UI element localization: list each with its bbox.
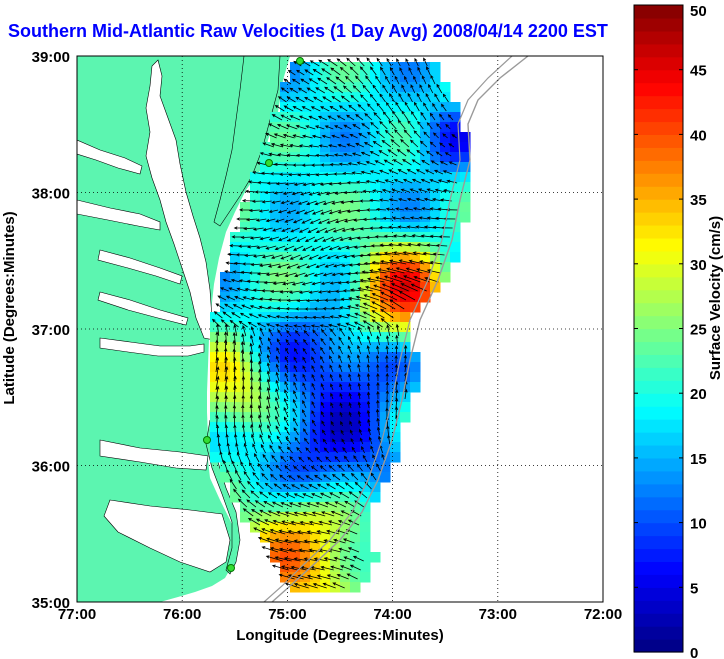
x-axis-label: Longitude (Degrees:Minutes) xyxy=(236,627,444,644)
river-york xyxy=(97,291,189,326)
colorbar-tick-label: 40 xyxy=(690,127,707,144)
colorbar-segment xyxy=(634,328,683,343)
colorbar-segment xyxy=(634,108,683,123)
colorbar-segment xyxy=(634,367,683,381)
x-tick-label: 72:00 xyxy=(584,606,622,623)
colorbar-segment xyxy=(634,457,683,472)
colorbar-tick-label: 30 xyxy=(690,257,707,274)
colorbar-segment xyxy=(634,548,683,563)
colorbar-segment xyxy=(634,95,683,110)
colorbar-segment xyxy=(634,600,683,614)
y-axis-label: Latitude (Degrees:Minutes) xyxy=(1,211,18,404)
river-james xyxy=(99,337,205,357)
x-tick-label: 75:00 xyxy=(268,606,306,623)
colorbar-segment xyxy=(634,470,683,485)
delmarva-peninsula xyxy=(213,56,281,227)
colorbar-segment xyxy=(634,561,683,575)
colorbar-segment xyxy=(634,30,683,45)
radar-site-icon xyxy=(227,564,235,572)
colorbar-tick-label: 35 xyxy=(690,192,707,209)
y-tick-label: 35:00 xyxy=(32,595,70,612)
colorbar-segment xyxy=(634,496,683,511)
colorbar-segment xyxy=(634,289,683,304)
colorbar-tick-label: 15 xyxy=(690,451,707,468)
map-grid xyxy=(77,56,603,602)
colorbar-segment xyxy=(634,121,683,135)
river-potomac xyxy=(77,199,161,231)
colorbar-segment xyxy=(634,302,683,317)
colorbar-segment xyxy=(634,509,683,524)
colorbar-segment xyxy=(634,276,683,291)
colorbar-segment xyxy=(634,535,683,550)
y-tick-label: 36:00 xyxy=(32,459,70,476)
colorbar-segment xyxy=(634,406,683,420)
pamlico-sound xyxy=(103,499,231,573)
colorbar-segment xyxy=(634,56,683,71)
colorbar-segment xyxy=(634,5,683,19)
shelf-contour-inner xyxy=(263,56,513,602)
colorbar-segment xyxy=(634,354,683,368)
colorbar-tick-label: 0 xyxy=(690,645,698,659)
colorbar-segment xyxy=(634,639,683,653)
colorbar-tick-label: 50 xyxy=(690,3,707,20)
colorbar-segment xyxy=(634,69,683,84)
colorbar-segment xyxy=(634,160,683,174)
colorbar-tick-label: 25 xyxy=(690,322,707,339)
colorbar-segment xyxy=(634,626,683,640)
bay-north xyxy=(77,139,143,175)
colorbar-segment xyxy=(634,419,683,433)
colorbar-segment xyxy=(634,186,683,200)
colorbar-segment xyxy=(634,173,683,187)
colorbar-segment xyxy=(634,199,683,213)
colorbar-segment xyxy=(634,147,683,161)
colorbar-segment xyxy=(634,237,683,252)
colorbar-segment xyxy=(634,444,683,459)
shelf-contour-outer xyxy=(271,56,529,602)
colorbar-segment xyxy=(634,263,683,278)
colorbar-segment xyxy=(634,587,683,601)
colorbar-segment xyxy=(634,380,683,394)
colorbar-segment xyxy=(634,17,683,32)
radar-site-icon xyxy=(265,159,273,167)
colorbar xyxy=(634,5,683,653)
colorbar-segment xyxy=(634,315,683,330)
y-axis-ticks: 39:00 38:00 37:00 36:00 35:00 xyxy=(32,49,70,612)
colorbar-segment xyxy=(634,483,683,498)
x-tick-label: 76:00 xyxy=(163,606,201,623)
y-tick-label: 37:00 xyxy=(32,322,70,339)
river-rappahannock xyxy=(97,249,183,285)
x-tick-label: 74:00 xyxy=(373,606,411,623)
colorbar-segment xyxy=(634,613,683,627)
velocity-field xyxy=(210,57,471,593)
colorbar-segment xyxy=(634,522,683,537)
chesapeake-bay xyxy=(145,59,215,341)
colorbar-segment xyxy=(634,212,683,226)
x-tick-label: 73:00 xyxy=(479,606,517,623)
colorbar-segment xyxy=(634,43,683,58)
colorbar-tick-label: 5 xyxy=(690,580,698,597)
albemarle-sound xyxy=(99,439,209,471)
colorbar-segment xyxy=(634,341,683,355)
radar-site-icon xyxy=(203,436,211,444)
colorbar-segment xyxy=(634,250,683,265)
y-tick-label: 39:00 xyxy=(32,49,70,66)
colorbar-segment xyxy=(634,82,683,97)
colorbar-segment xyxy=(634,432,683,446)
colorbar-ticks: 0 5 10 15 20 25 30 35 40 45 50 xyxy=(634,3,707,659)
x-tick-label: 77:00 xyxy=(58,606,96,623)
colorbar-segment xyxy=(634,574,683,588)
map-title: Southern Mid-Atlantic Raw Velocities (1 … xyxy=(8,21,608,41)
x-axis-ticks: 77:00 76:00 75:00 74:00 73:00 72:00 xyxy=(58,606,622,623)
colorbar-segment xyxy=(634,224,683,239)
y-tick-label: 38:00 xyxy=(32,186,70,203)
colorbar-segment xyxy=(634,393,683,407)
colorbar-tick-label: 10 xyxy=(690,516,707,533)
colorbar-tick-label: 45 xyxy=(690,63,707,80)
radar-site-icon xyxy=(296,57,304,65)
colorbar-tick-label: 20 xyxy=(690,386,707,403)
colorbar-segment xyxy=(634,134,683,148)
colorbar-label: Surface Velocity (cm/s) xyxy=(707,216,724,380)
plot-frame xyxy=(76,55,604,603)
